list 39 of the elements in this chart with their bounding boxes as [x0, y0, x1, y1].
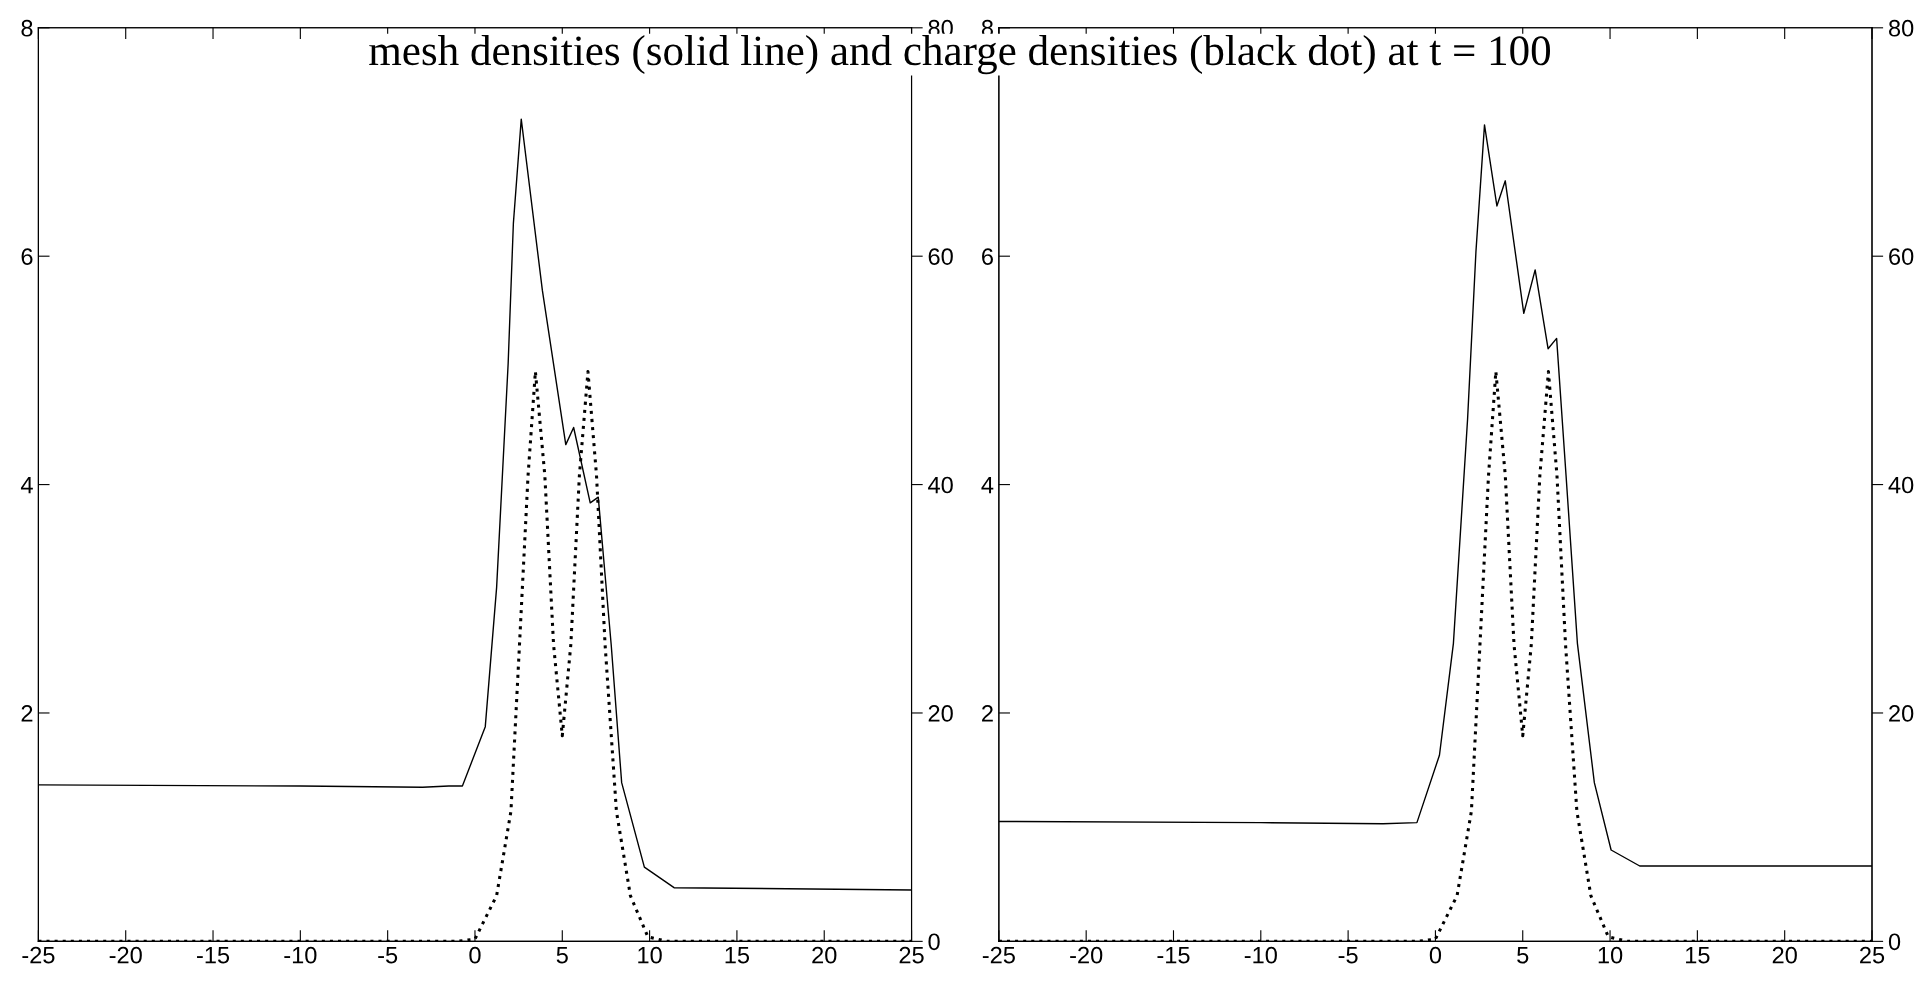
x-tick-label: 5 [556, 947, 568, 964]
x-tick-label: 20 [812, 946, 837, 964]
y2-tick-label: 40 [1888, 476, 1914, 494]
y2-tick-label: 60 [928, 248, 953, 265]
x-tick-label: 0 [469, 946, 481, 964]
x-tick-label: 25 [899, 946, 924, 964]
x-tick-label: 15 [725, 947, 750, 964]
y-tick-label: 2 [21, 705, 33, 722]
x-tick-label: 15 [1686, 947, 1710, 964]
y-tick-label: 6 [21, 248, 33, 265]
y-tick-label: 4 [981, 476, 994, 494]
y2-tick-label: 40 [928, 476, 953, 494]
x-tick-label: 0 [1429, 946, 1442, 964]
x-tick-label: -15 [197, 947, 230, 964]
chart-title: mesh densities (solid line) and charge densities (black dot) at t = 100 [369, 35, 1551, 75]
y2-tick-label: 20 [928, 705, 953, 722]
x-tick-label: -5 [1338, 947, 1358, 964]
x-tick-label: 20 [1772, 946, 1797, 964]
x-tick-label: -20 [109, 946, 142, 964]
x-tick-label: 10 [1598, 946, 1623, 964]
y2-tick-label: 0 [1888, 933, 1901, 951]
x-tick-label: -20 [1070, 946, 1103, 964]
y2-tick-label: 60 [1889, 248, 1914, 265]
x-tick-label: -5 [378, 947, 398, 964]
x-tick-label: 10 [638, 946, 662, 964]
x-tick-label: -10 [1244, 946, 1277, 964]
x-tick-label: -25 [982, 946, 1015, 964]
y-tick-label: 8 [21, 19, 33, 37]
y-tick-label: 4 [20, 476, 33, 494]
y2-tick-label: 0 [928, 933, 940, 951]
x-tick-label: 5 [1517, 947, 1529, 964]
y-tick-label: 2 [982, 705, 993, 722]
x-tick-label: -25 [22, 946, 55, 964]
y-tick-label: 6 [982, 248, 993, 265]
y2-tick-label: 20 [1889, 705, 1914, 722]
y2-tick-label: 80 [1889, 19, 1914, 37]
x-tick-label: 25 [1860, 946, 1885, 964]
x-tick-label: -15 [1157, 947, 1190, 964]
x-tick-label: -10 [284, 946, 317, 964]
